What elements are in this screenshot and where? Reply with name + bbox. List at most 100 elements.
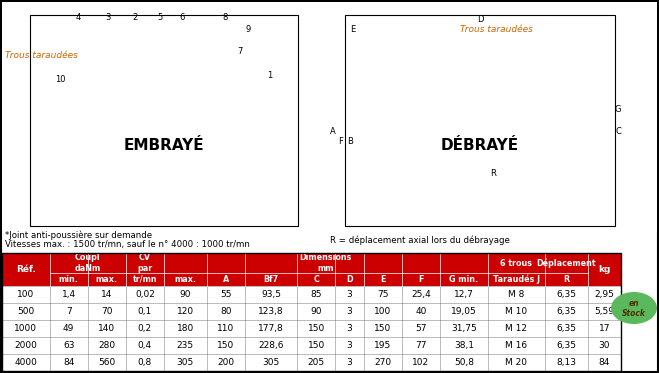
Text: Réf.: Réf.: [16, 265, 36, 274]
Text: 63: 63: [63, 341, 74, 350]
Text: C: C: [313, 275, 319, 284]
Text: 6: 6: [179, 13, 185, 22]
Text: 4000: 4000: [14, 358, 38, 367]
Text: 14: 14: [101, 290, 113, 299]
Text: 1: 1: [268, 70, 273, 79]
Bar: [30, 15, 298, 226]
Text: Bf7: Bf7: [264, 275, 279, 284]
Text: 0,8: 0,8: [138, 358, 152, 367]
Text: Stock: Stock: [622, 308, 646, 317]
Text: min.: min.: [59, 275, 78, 284]
Text: E: E: [351, 25, 356, 34]
Text: 9: 9: [245, 25, 250, 34]
Bar: [2, 354, 621, 371]
Text: 77: 77: [415, 341, 427, 350]
Text: 205: 205: [308, 358, 325, 367]
Text: 84: 84: [598, 358, 610, 367]
Text: 7: 7: [237, 47, 243, 56]
Text: 2000: 2000: [14, 341, 38, 350]
Text: 228,6: 228,6: [258, 341, 284, 350]
Text: R: R: [563, 275, 569, 284]
Text: 57: 57: [415, 324, 427, 333]
Text: CV
par: CV par: [137, 253, 152, 273]
Text: 3: 3: [347, 307, 353, 316]
Text: 8,13: 8,13: [556, 358, 576, 367]
Text: F: F: [418, 275, 424, 284]
Text: DÉBRAYÉ: DÉBRAYÉ: [441, 138, 519, 153]
Text: 5: 5: [158, 13, 163, 22]
Text: tr/mn: tr/mn: [132, 275, 157, 284]
Text: 6,35: 6,35: [556, 307, 576, 316]
Text: 17: 17: [598, 324, 610, 333]
Text: A: A: [223, 275, 229, 284]
Text: kg: kg: [598, 265, 610, 274]
Text: max.: max.: [96, 275, 118, 284]
Text: 0,4: 0,4: [138, 341, 152, 350]
Bar: [2, 303, 621, 320]
Text: M 12: M 12: [505, 324, 527, 333]
Text: 5,59: 5,59: [594, 307, 614, 316]
Text: EMBRAYÉ: EMBRAYÉ: [124, 138, 204, 153]
Text: 2,95: 2,95: [594, 290, 614, 299]
Text: 7: 7: [66, 307, 72, 316]
Text: 560: 560: [98, 358, 115, 367]
Text: M 8: M 8: [508, 290, 525, 299]
Text: Dimensions
mm: Dimensions mm: [300, 253, 352, 273]
Text: 3: 3: [105, 13, 111, 22]
Text: 1,4: 1,4: [61, 290, 76, 299]
Text: 150: 150: [308, 324, 325, 333]
Text: M 20: M 20: [505, 358, 527, 367]
Text: 195: 195: [374, 341, 391, 350]
Text: 150: 150: [308, 341, 325, 350]
Text: 3: 3: [347, 358, 353, 367]
Text: 25,4: 25,4: [411, 290, 431, 299]
Bar: [2, 253, 621, 371]
Text: 30: 30: [598, 341, 610, 350]
Text: 280: 280: [98, 341, 115, 350]
Text: 270: 270: [374, 358, 391, 367]
Text: M 10: M 10: [505, 307, 527, 316]
Text: 150: 150: [374, 324, 391, 333]
Text: F: F: [339, 137, 343, 145]
Text: 102: 102: [413, 358, 430, 367]
Bar: [2, 286, 621, 303]
Text: Coupl
daNm: Coupl daNm: [74, 253, 101, 273]
Text: 123,8: 123,8: [258, 307, 284, 316]
Text: 2: 2: [132, 13, 138, 22]
Text: 150: 150: [217, 341, 235, 350]
Text: *Joint anti-poussière sur demande: *Joint anti-poussière sur demande: [5, 230, 152, 240]
Text: 235: 235: [177, 341, 194, 350]
Text: 500: 500: [17, 307, 34, 316]
Text: M 16: M 16: [505, 341, 527, 350]
Text: 50,8: 50,8: [454, 358, 474, 367]
Text: 49: 49: [63, 324, 74, 333]
Text: 0,1: 0,1: [138, 307, 152, 316]
Text: 140: 140: [98, 324, 115, 333]
Text: D: D: [476, 16, 483, 25]
Text: 120: 120: [177, 307, 194, 316]
Text: 110: 110: [217, 324, 235, 333]
Text: Vitesses max. : 1500 tr/mn, sauf le n° 4000 : 1000 tr/mn: Vitesses max. : 1500 tr/mn, sauf le n° 4…: [5, 241, 250, 250]
Text: R: R: [490, 169, 496, 178]
Text: 93,5: 93,5: [261, 290, 281, 299]
Text: 3: 3: [347, 290, 353, 299]
Text: 10: 10: [55, 75, 65, 85]
Bar: [2, 2, 657, 231]
Text: 80: 80: [220, 307, 231, 316]
Text: G min.: G min.: [449, 275, 478, 284]
Text: 70: 70: [101, 307, 113, 316]
Text: 177,8: 177,8: [258, 324, 284, 333]
Text: 19,05: 19,05: [451, 307, 476, 316]
Text: 3: 3: [347, 341, 353, 350]
Text: Taraudés J: Taraudés J: [493, 275, 540, 284]
Text: 100: 100: [374, 307, 391, 316]
Text: en: en: [629, 300, 639, 308]
Text: 1000: 1000: [14, 324, 38, 333]
Text: 305: 305: [262, 358, 279, 367]
Text: 85: 85: [310, 290, 322, 299]
Text: C: C: [615, 126, 621, 135]
Text: max.: max.: [175, 275, 196, 284]
Ellipse shape: [611, 292, 657, 324]
Text: 6,35: 6,35: [556, 290, 576, 299]
Text: 6,35: 6,35: [556, 341, 576, 350]
